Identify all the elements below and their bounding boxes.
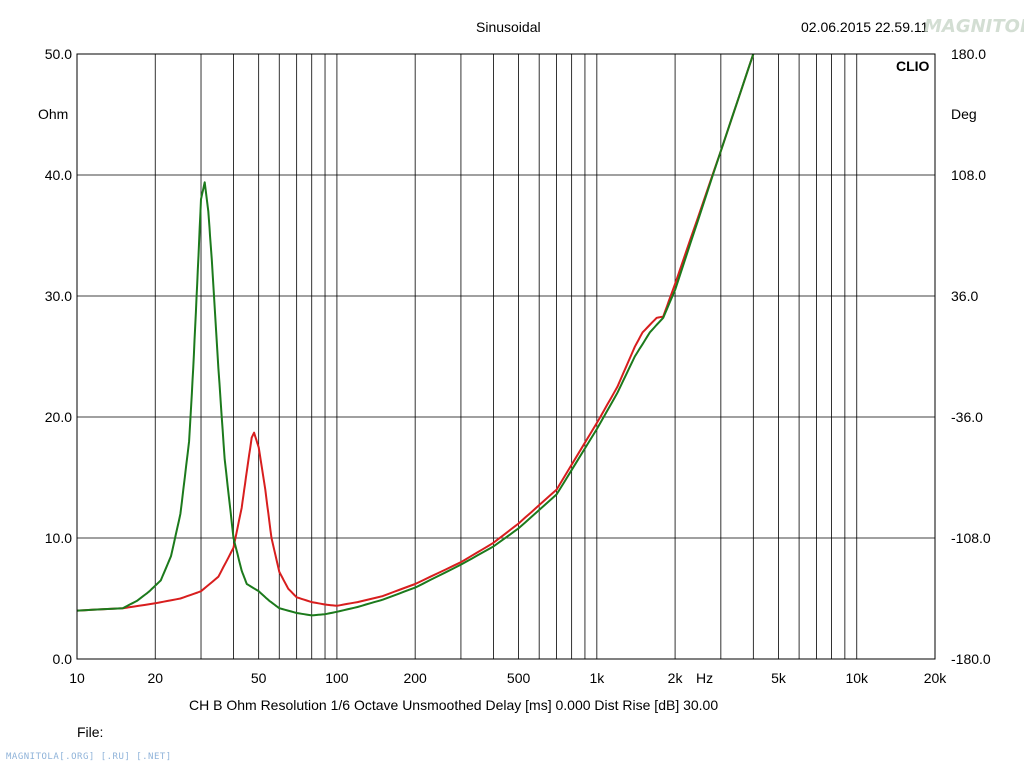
- y2-axis-unit: Deg: [951, 106, 977, 122]
- x-tick-label: 10k: [845, 670, 869, 686]
- brand-box: [892, 56, 934, 74]
- y2-tick-labels: -180.0 -108.0 -36.0 36.0 108.0 180.0: [951, 46, 991, 667]
- series-layer: [76, 53, 755, 617]
- x-tick-label: 20: [147, 670, 163, 686]
- x-tick-labels: 10 20 50 100 200 500 1k 2k 5k 10k 20k: [69, 670, 947, 686]
- plot-area-background: [77, 54, 935, 659]
- magnitola-logo: MAGNITOLA: [924, 16, 1024, 37]
- y2-tick-label: 180.0: [951, 46, 986, 62]
- y-tick-label: 10.0: [45, 530, 72, 546]
- y-tick-label: 50.0: [45, 46, 72, 62]
- x-tick-label: 1k: [589, 670, 605, 686]
- y-tick-label: 40.0: [45, 167, 72, 183]
- x-tick-label: 5k: [771, 670, 787, 686]
- brand-label: CLIO: [896, 58, 930, 74]
- y-tick-label: 20.0: [45, 409, 72, 425]
- x-tick-label: 100: [325, 670, 349, 686]
- watermark-text: MAGNITOLA[.ORG] [.RU] [.NET]: [6, 752, 172, 762]
- plot-frame: [76, 53, 936, 660]
- y-tick-labels: 0.0 10.0 20.0 30.0 40.0 50.0: [45, 46, 72, 667]
- x-tick-label: 500: [507, 670, 531, 686]
- x-axis-unit: Hz: [696, 670, 713, 686]
- x-tick-label: 50: [251, 670, 267, 686]
- y-tick-label: 0.0: [53, 651, 73, 667]
- x-tick-label: 2k: [668, 670, 684, 686]
- chart-title: Sinusoidal: [476, 19, 541, 35]
- y2-tick-label: -108.0: [951, 530, 991, 546]
- y2-tick-label: 108.0: [951, 167, 986, 183]
- y2-tick-label: -36.0: [951, 409, 983, 425]
- x-tick-label: 200: [403, 670, 427, 686]
- y-tick-label: 30.0: [45, 288, 72, 304]
- y2-tick-label: -180.0: [951, 651, 991, 667]
- timestamp: 02.06.2015 22.59.11: [801, 19, 929, 35]
- x-tick-label: 20k: [924, 670, 948, 686]
- series-line-2: [76, 53, 755, 617]
- y-axis-unit: Ohm: [38, 106, 68, 122]
- status-line: CH B Ohm Resolution 1/6 Octave Unsmoothe…: [189, 697, 719, 713]
- file-label: File:: [77, 724, 104, 740]
- series-line-1: [76, 53, 755, 612]
- x-gridlines: [154, 54, 858, 659]
- y2-tick-label: 36.0: [951, 288, 978, 304]
- x-tick-label: 10: [69, 670, 85, 686]
